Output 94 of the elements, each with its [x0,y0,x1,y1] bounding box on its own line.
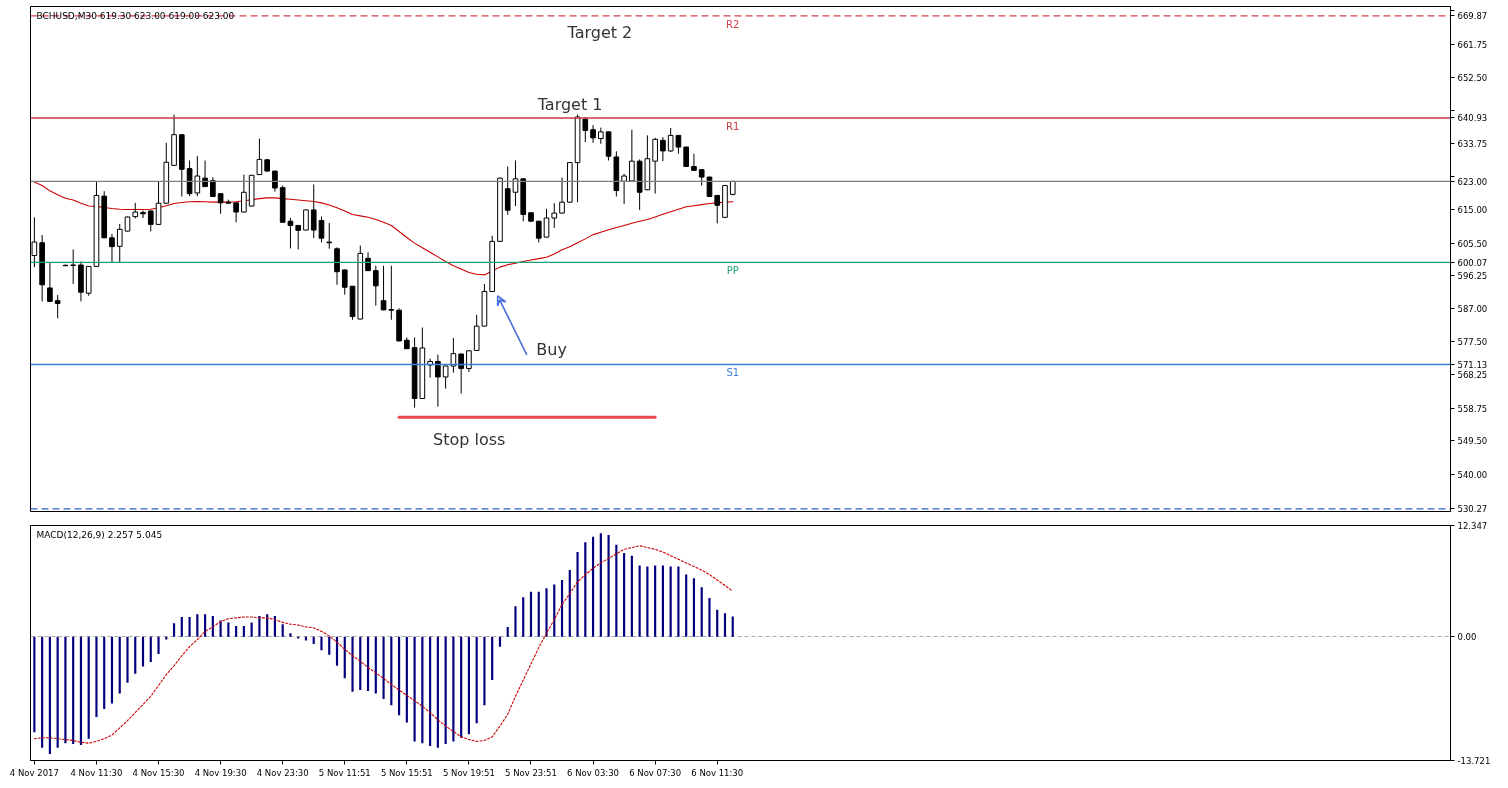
bar [250,622,253,637]
bar [227,622,230,637]
bar [328,636,331,655]
bar [716,609,719,637]
line-series [33,545,734,744]
x-tick-label: 4 Nov 23:30 [256,767,309,778]
bar [568,570,571,637]
bar [467,636,470,735]
x-tick-label: 4 Nov 11:30 [70,767,123,778]
bar [444,636,447,745]
text: MACD(12,26,9) 2.257 5.045 [36,529,163,540]
x-tick-label: 6 Nov 11:30 [691,767,744,778]
bar [281,624,284,637]
bar [188,616,191,637]
x-tick-label: 6 Nov 03:30 [567,767,620,778]
bar [196,614,199,637]
bar [64,636,67,744]
bar [397,636,401,716]
bar [48,636,51,754]
bar [110,636,114,704]
bar [506,626,509,637]
bar [157,636,160,654]
bar [235,625,238,637]
bar [118,636,121,694]
bar [483,636,486,706]
bar [685,574,688,637]
x-tick-label: 4 Nov 15:30 [132,767,185,778]
x-tick-label: 5 Nov 11:51 [318,767,371,778]
bar [374,636,377,694]
bar [560,580,564,637]
bar [615,544,618,637]
bar [351,636,354,692]
bar [382,636,385,700]
bar [87,636,90,739]
x-tick-label: 5 Nov 19:51 [442,767,495,778]
y-tick-label: 530.27 [1457,504,1488,515]
x-tick-label: 5 Nov 23:51 [505,767,557,778]
bar [529,591,533,637]
bar [180,616,183,637]
y-tick-label: 12.347 [1457,521,1488,531]
bar [242,625,245,637]
bar [576,552,579,637]
bar [654,565,657,637]
x-tick-label: 4 Nov 19:30 [194,767,247,778]
bar [623,552,626,637]
bar [79,636,83,745]
bar [289,633,292,637]
bar [72,636,75,745]
bar [413,636,416,742]
bar [731,616,734,637]
bar [103,636,106,709]
bar [475,636,478,724]
bar [514,606,517,637]
bar [436,636,439,748]
bar [452,636,455,742]
y-tick-label: 0.00 [1457,632,1477,643]
bar [320,636,323,651]
x-tick-label: 6 Nov 07:30 [629,767,682,778]
bar [172,623,176,637]
bar [630,555,633,637]
bar [661,565,664,637]
bar [723,613,727,637]
bar [708,598,711,637]
y-tick-label: -13.721 [1457,756,1491,766]
bar [33,636,36,733]
bar [149,636,152,663]
bar [165,636,168,640]
bar [607,534,610,637]
bar [522,597,525,637]
bar [545,588,548,637]
x-tick-label: 5 Nov 15:51 [380,767,433,778]
bar [141,636,145,667]
bar [669,566,672,637]
bar [692,578,696,637]
bar [599,533,602,637]
bar [41,636,44,748]
bar [584,542,587,637]
bar [646,566,649,637]
bar [638,565,641,637]
bar [537,591,540,637]
bar [498,636,502,647]
bar [700,587,703,637]
bar [421,636,424,744]
bar [460,636,463,738]
bar [405,636,408,723]
bar [429,636,432,746]
bar [591,536,595,637]
bar [491,636,494,681]
bar [56,636,59,748]
x-tick-label: 4 Nov 2017 [9,767,59,778]
bar [134,636,137,674]
bar [126,636,129,683]
bar [677,566,680,637]
bar [95,636,98,718]
